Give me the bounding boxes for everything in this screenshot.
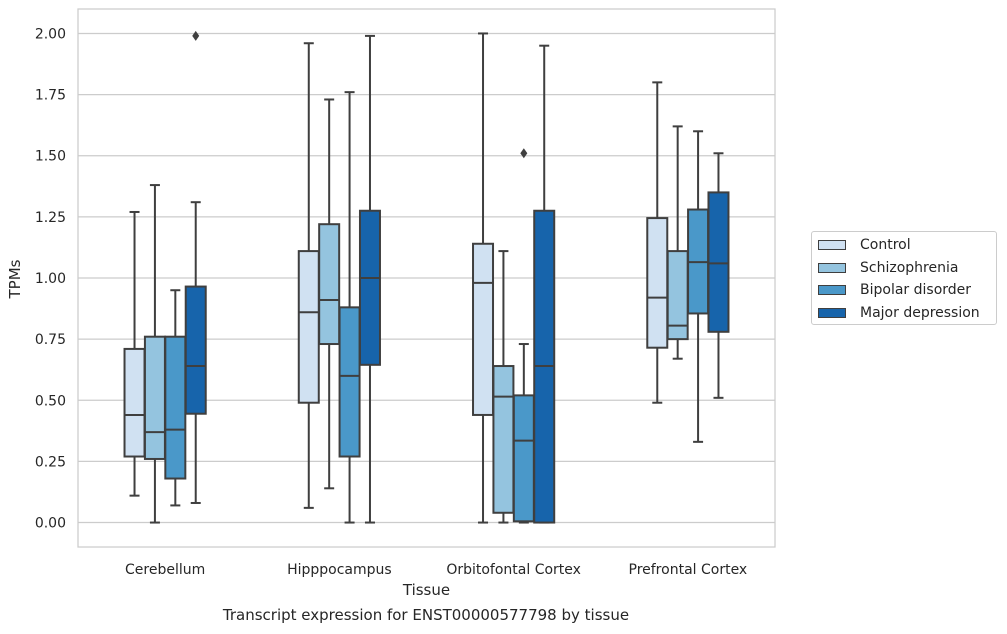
box-major-depression-orbitofontal-cortex [533,44,556,524]
x-axis-label: Tissue [402,581,450,599]
y-tick-label: 0.00 [35,516,66,532]
figure-caption: Transcript expression for ENST0000057779… [222,606,630,624]
box-bipolar-disorder-cerebellum [164,289,187,507]
box-major-depression-cerebellum [184,30,207,504]
y-tick-label: 1.00 [35,271,66,287]
legend-swatch-control [818,240,846,250]
y-tick-label: 1.75 [35,88,66,104]
box-control-cerebellum [123,210,146,497]
legend-swatch-bipolar-disorder [818,285,846,295]
box-bipolar-disorder-orbitofontal-cortex [512,148,535,524]
iqr-box [358,209,381,366]
legend-item-bipolar-disorder: Bipolar disorder [818,280,971,300]
legend-label-schizophrenia: Schizophrenia [860,260,959,276]
x-tick-label: Prefrontal Cortex [629,562,748,578]
box-bipolar-disorder-hipppocampus [338,91,361,524]
iqr-box [646,217,669,349]
x-tick-label: Orbitofontal Cortex [446,562,581,578]
y-tick-label: 0.75 [35,332,66,348]
legend-swatch-major-depression [818,308,846,318]
x-tick-label: Hipppocampus [287,562,392,578]
y-tick-label: 1.25 [35,210,66,226]
tick-labels: 0.00 0.25 0.50 0.75 1.00 1.25 1.50 1.75 2.00 Cere… [35,26,747,578]
y-tick-label: 0.50 [35,393,66,409]
legend-label-bipolar-disorder: Bipolar disorder [860,282,972,298]
box-schizophrenia-cerebellum [143,184,166,524]
iqr-box [164,335,187,480]
x-tick-label: Cerebellum [125,562,205,578]
iqr-box [472,242,495,416]
y-tick-label: 1.50 [35,149,66,165]
iqr-box [318,223,341,346]
legend-label-major-depression: Major depression [860,305,980,321]
y-tick-label: 0.25 [35,454,66,470]
legend: Control Schizophrenia Bipolar disorder M… [811,231,997,325]
y-tick-label: 2.00 [35,26,66,42]
box-schizophrenia-orbitofontal-cortex [492,250,515,524]
iqr-box [707,191,730,333]
legend-item-major-depression: Major depression [818,303,980,323]
outlier-point [520,148,528,159]
iqr-box [143,335,166,460]
box-major-depression-hipppocampus [358,34,381,524]
legend-label-control: Control [860,237,911,253]
box-schizophrenia-prefrontal-cortex [666,125,689,360]
legend-swatch-schizophrenia [818,263,846,273]
box-marks [123,30,730,524]
iqr-box [123,347,146,458]
plot-frame [77,8,776,548]
iqr-box [338,306,361,458]
outlier-point [192,30,200,41]
box-schizophrenia-hipppocampus [318,98,341,490]
iqr-box [492,365,515,514]
box-control-orbitofontal-cortex [472,32,495,524]
legend-item-control: Control [818,235,911,255]
box-control-prefrontal-cortex [646,81,669,404]
box-control-hipppocampus [297,42,320,509]
legend-item-schizophrenia: Schizophrenia [818,258,958,278]
iqr-box [184,285,207,415]
box-bipolar-disorder-prefrontal-cortex [687,130,710,443]
iqr-box [512,394,535,523]
box-major-depression-prefrontal-cortex [707,152,730,399]
iqr-box [297,250,320,404]
y-axis-label: TPMs [6,259,24,299]
